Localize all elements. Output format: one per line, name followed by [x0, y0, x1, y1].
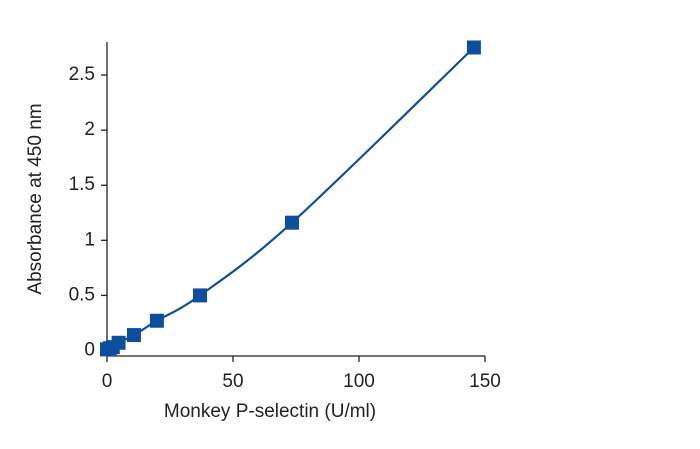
- y-tick-label: 1: [84, 229, 95, 250]
- x-tick-label: 0: [102, 371, 113, 392]
- data-point: [111, 335, 126, 350]
- y-tick-label: 0: [84, 340, 95, 361]
- y-tick-label: 2.5: [69, 64, 95, 85]
- y-tick-label: 0.5: [69, 284, 95, 305]
- y-axis-label: Absorbance at 450 nm: [25, 103, 46, 294]
- data-point: [192, 288, 207, 303]
- y-tick-label: 2: [84, 119, 95, 140]
- fit-curve: [106, 46, 475, 351]
- data-point: [126, 328, 141, 343]
- x-tick-label: 100: [343, 371, 375, 392]
- data-point: [284, 215, 299, 230]
- x-tick-label: 150: [469, 371, 501, 392]
- y-tick-label: 1.5: [69, 174, 95, 195]
- x-tick-label: 50: [222, 371, 243, 392]
- data-point: [149, 313, 164, 328]
- data-point: [466, 40, 481, 55]
- x-axis-label: Monkey P-selectin (U/ml): [164, 401, 376, 422]
